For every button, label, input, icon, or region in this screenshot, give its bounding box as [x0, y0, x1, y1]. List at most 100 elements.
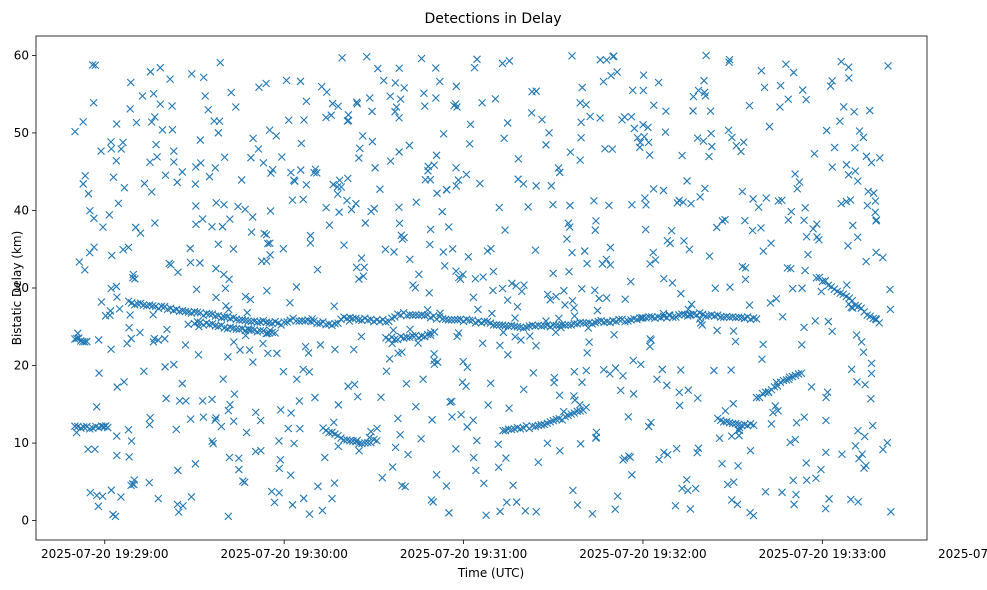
detection-point: [702, 51, 710, 60]
detection-point: [517, 287, 526, 296]
track-point: [728, 419, 737, 428]
detection-point: [746, 508, 755, 517]
detection-point: [626, 453, 635, 461]
detection-point: [140, 179, 149, 188]
detection-point: [802, 95, 811, 104]
detection-point: [130, 480, 138, 489]
detection-point: [227, 88, 236, 97]
detection-point: [862, 461, 870, 470]
detection-point: [214, 240, 223, 249]
detection-point: [712, 223, 721, 232]
detection-point: [124, 243, 133, 252]
y-tick-label: 30: [14, 281, 29, 295]
track-point: [420, 311, 429, 320]
detection-point: [340, 241, 348, 249]
detection-point: [439, 248, 448, 256]
detection-point: [379, 76, 388, 85]
detection-point: [610, 330, 618, 339]
x-tick-label: 2025-07-20 19:31:00: [400, 547, 527, 561]
detection-point: [693, 394, 702, 403]
detection-point: [595, 294, 604, 303]
detection-point: [727, 432, 736, 440]
detection-point: [299, 365, 308, 374]
detection-point: [391, 78, 400, 87]
track-point: [615, 315, 623, 324]
detection-point: [178, 168, 187, 176]
detection-point: [316, 340, 325, 349]
track-point: [636, 314, 644, 322]
detection-point: [550, 378, 558, 387]
detection-point: [532, 341, 540, 350]
detection-point: [163, 325, 171, 334]
detection-point: [555, 168, 564, 177]
detection-point: [169, 360, 178, 369]
detection-point: [858, 450, 867, 459]
y-tick-label: 40: [14, 203, 29, 217]
track-point: [417, 332, 426, 340]
detection-point: [412, 198, 421, 206]
detection-point: [365, 94, 374, 102]
detection-point: [125, 452, 134, 461]
detection-point: [860, 432, 869, 441]
detection-point: [599, 77, 608, 86]
detection-point: [851, 167, 860, 176]
detection-point: [479, 479, 488, 488]
detection-point: [757, 223, 765, 232]
detection-point: [427, 496, 436, 504]
track-point: [519, 324, 528, 333]
track-point: [797, 369, 806, 378]
detection-point: [606, 369, 614, 378]
detection-point: [655, 455, 663, 464]
detection-point: [371, 163, 380, 172]
detection-point: [741, 216, 749, 225]
detection-point: [762, 194, 771, 202]
detection-point: [112, 282, 121, 291]
detection-point: [310, 168, 318, 177]
detection-point: [471, 466, 480, 475]
detection-point: [651, 255, 660, 264]
detection-point: [503, 296, 512, 304]
track-point: [818, 277, 827, 286]
detection-point: [783, 263, 792, 272]
track-point: [181, 307, 190, 316]
detection-point: [442, 185, 451, 194]
detection-point: [503, 119, 512, 127]
detection-point: [817, 465, 825, 474]
detection-point: [511, 332, 520, 341]
detection-point: [352, 98, 361, 107]
track-point: [875, 319, 884, 327]
track-point: [139, 301, 148, 310]
detection-point: [126, 311, 134, 319]
detection-point: [463, 423, 472, 431]
detection-point: [97, 147, 105, 156]
detection-point: [266, 207, 275, 215]
detection-point: [440, 262, 449, 270]
detection-point: [825, 494, 833, 503]
track-point: [205, 310, 214, 319]
detection-point: [547, 181, 556, 190]
detection-point: [822, 126, 831, 135]
detection-point: [802, 232, 811, 241]
detection-point: [694, 86, 703, 95]
detection-point: [675, 388, 684, 397]
detection-point: [343, 196, 351, 205]
x-tick-label: 2025-07-20 19:34:00: [938, 547, 987, 561]
detection-point: [158, 126, 167, 134]
detection-point: [588, 509, 597, 518]
detection-point: [689, 107, 697, 115]
detection-point: [352, 263, 361, 272]
detection-point: [173, 178, 182, 187]
detection-point: [678, 484, 686, 493]
detection-point: [246, 295, 255, 304]
detection-point: [769, 408, 777, 417]
track-point: [444, 316, 453, 324]
detection-point: [162, 394, 171, 403]
detection-point: [666, 239, 675, 248]
detection-point: [459, 270, 467, 279]
track-point: [205, 320, 214, 329]
detection-point: [421, 175, 430, 184]
detection-point: [644, 123, 652, 132]
detection-point: [275, 488, 284, 497]
track-point: [722, 312, 731, 321]
detection-point: [582, 366, 591, 375]
